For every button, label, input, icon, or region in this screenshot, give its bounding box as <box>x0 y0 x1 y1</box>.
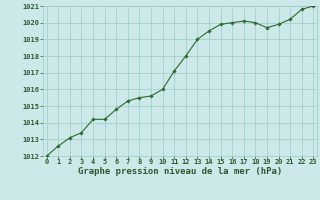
X-axis label: Graphe pression niveau de la mer (hPa): Graphe pression niveau de la mer (hPa) <box>78 167 282 176</box>
